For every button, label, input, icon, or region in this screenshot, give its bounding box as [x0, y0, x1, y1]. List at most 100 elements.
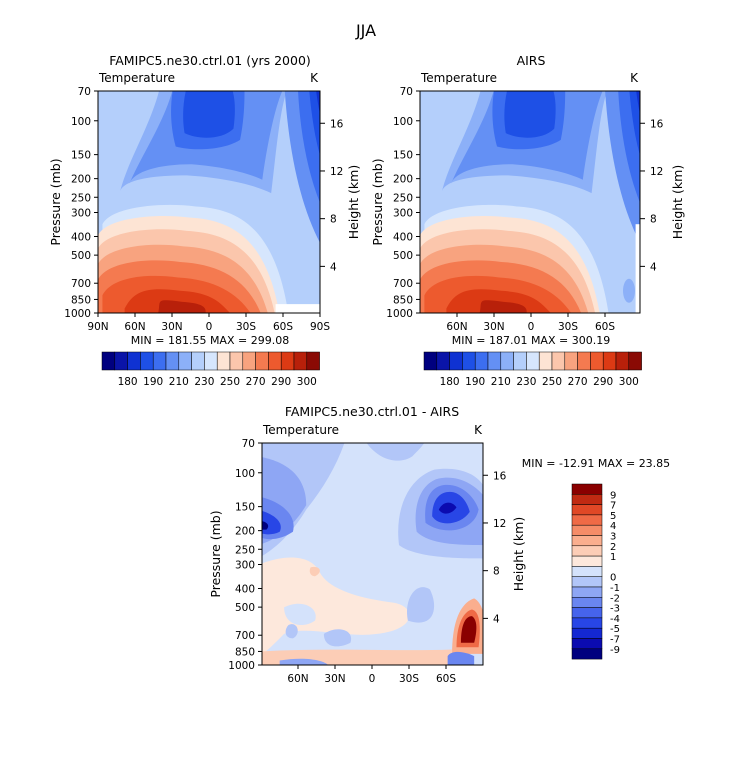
- colorbar-box: [242, 351, 256, 371]
- x-tick-label: 90S: [310, 321, 330, 333]
- colorbar-box: [114, 351, 128, 371]
- panel-difference: FAMIPC5.ne30.ctrl.01 - AIRS Temperature …: [208, 404, 670, 685]
- colorbar-box: [204, 351, 218, 371]
- contour-band: [623, 278, 635, 303]
- colorbar-box: [571, 514, 603, 526]
- colorbar-box: [564, 351, 578, 371]
- colorbar-box: [513, 351, 527, 371]
- colorbar-label: 290: [271, 376, 291, 388]
- colorbar-box: [571, 627, 603, 639]
- colorbar-labels: 180 190 210 230 250 270 290 300: [440, 376, 639, 388]
- y-right-tick-label: 16: [330, 118, 344, 130]
- colorbar-label: 7: [610, 501, 616, 512]
- contour-band: [309, 91, 320, 156]
- colorbar-box: [255, 351, 269, 371]
- x-tick-labels: 60N 30N 0 30S 60S: [287, 665, 456, 685]
- colorbar-box: [571, 597, 603, 608]
- y-tick-label: 700: [235, 630, 255, 642]
- contour-band: [316, 91, 320, 114]
- contour-band: [447, 651, 475, 665]
- missing-data: [635, 224, 640, 313]
- colorbar-label: 180: [440, 376, 460, 388]
- colorbar-box: [500, 351, 514, 371]
- y-tick-label: 200: [393, 174, 413, 186]
- y-tick-label: 300: [235, 559, 255, 571]
- contour-band: [446, 289, 552, 313]
- y-right-tick-label: 16: [650, 118, 664, 130]
- colorbar-box: [571, 566, 603, 577]
- y-tick-label: 400: [393, 232, 413, 244]
- colorbar-box: [306, 351, 320, 371]
- panel-title: FAMIPC5.ne30.ctrl.01 (yrs 2000): [109, 53, 311, 68]
- contour-band: [504, 91, 556, 138]
- colorbar-box: [571, 494, 603, 505]
- colorbar-label: 1: [610, 552, 616, 563]
- colorbar-box: [436, 351, 450, 371]
- colorbar-box: [268, 351, 282, 371]
- x-tick-label: 60N: [124, 321, 145, 333]
- y-tick-label: 100: [71, 116, 91, 128]
- contour-band: [629, 91, 640, 156]
- x-tick-label: 60S: [595, 321, 615, 333]
- y-tick-label: 850: [235, 646, 255, 658]
- x-tick-label: 60S: [436, 673, 456, 685]
- colorbar-label: -3: [610, 604, 620, 615]
- colorbar-box: [551, 351, 566, 371]
- colorbar-box: [140, 351, 154, 371]
- colorbar-box: [571, 648, 603, 660]
- y-right-tick-label: 16: [493, 470, 507, 482]
- y-right-tick-label: 12: [330, 166, 343, 178]
- contour-band: [279, 658, 329, 665]
- colorbar-box: [571, 555, 603, 567]
- y-tick-label: 500: [71, 250, 91, 262]
- y-right-tick-label: 8: [330, 214, 337, 226]
- y-tick-label: 1000: [228, 660, 255, 672]
- colorbar-label: 230: [516, 376, 536, 388]
- colorbar-label: -5: [610, 624, 620, 635]
- colorbar-box: [165, 351, 180, 371]
- colorbar-box: [423, 351, 438, 371]
- contour-band: [183, 91, 235, 138]
- colorbar-box: [628, 351, 642, 371]
- panel-title: AIRS: [517, 53, 546, 68]
- y-axis-title: Pressure (mb): [48, 158, 63, 245]
- colorbar-box: [127, 351, 141, 371]
- panel-model: FAMIPC5.ne30.ctrl.01 (yrs 2000) Temperat…: [48, 53, 361, 388]
- colorbar-label: 300: [619, 376, 639, 388]
- y-tick-label: 700: [393, 278, 413, 290]
- colorbar-box: [571, 524, 603, 536]
- x-tick-label: 0: [528, 321, 535, 333]
- y-right-tick-labels: 16 12 8 4: [483, 470, 507, 625]
- y-tick-label: 850: [393, 294, 413, 306]
- contour-band: [284, 603, 316, 626]
- colorbar: [571, 483, 603, 660]
- y-tick-label: 700: [71, 278, 91, 290]
- y-tick-label: 850: [71, 294, 91, 306]
- y-tick-label: 500: [393, 250, 413, 262]
- x-tick-label: 30S: [399, 673, 419, 685]
- colorbar-box: [571, 638, 603, 650]
- colorbar-label: -4: [610, 614, 620, 625]
- colorbar-label: 3: [610, 532, 616, 543]
- colorbar-box: [571, 586, 603, 598]
- colorbar: [101, 351, 320, 371]
- colorbar-box: [571, 483, 603, 495]
- x-tick-label: 60N: [287, 673, 308, 685]
- colorbar-label: 190: [143, 376, 163, 388]
- colorbar-box: [229, 351, 244, 371]
- colorbar-box: [449, 351, 463, 371]
- colorbar-box: [101, 351, 116, 371]
- contour-field: [420, 91, 640, 313]
- colorbar-box: [615, 351, 630, 371]
- y-tick-label: 150: [71, 150, 91, 162]
- x-tick-labels: 90N 60N 30N 0 30S 60S 90S: [87, 313, 330, 333]
- colorbar-box: [191, 351, 205, 371]
- contour-band: [636, 91, 640, 114]
- colorbar-label: -2: [610, 593, 620, 604]
- panel-title: FAMIPC5.ne30.ctrl.01 - AIRS: [285, 404, 459, 419]
- x-tick-label: 90N: [87, 321, 108, 333]
- y-right-tick-label: 12: [493, 518, 506, 530]
- colorbar-label: -7: [610, 635, 620, 646]
- colorbar-box: [526, 351, 540, 371]
